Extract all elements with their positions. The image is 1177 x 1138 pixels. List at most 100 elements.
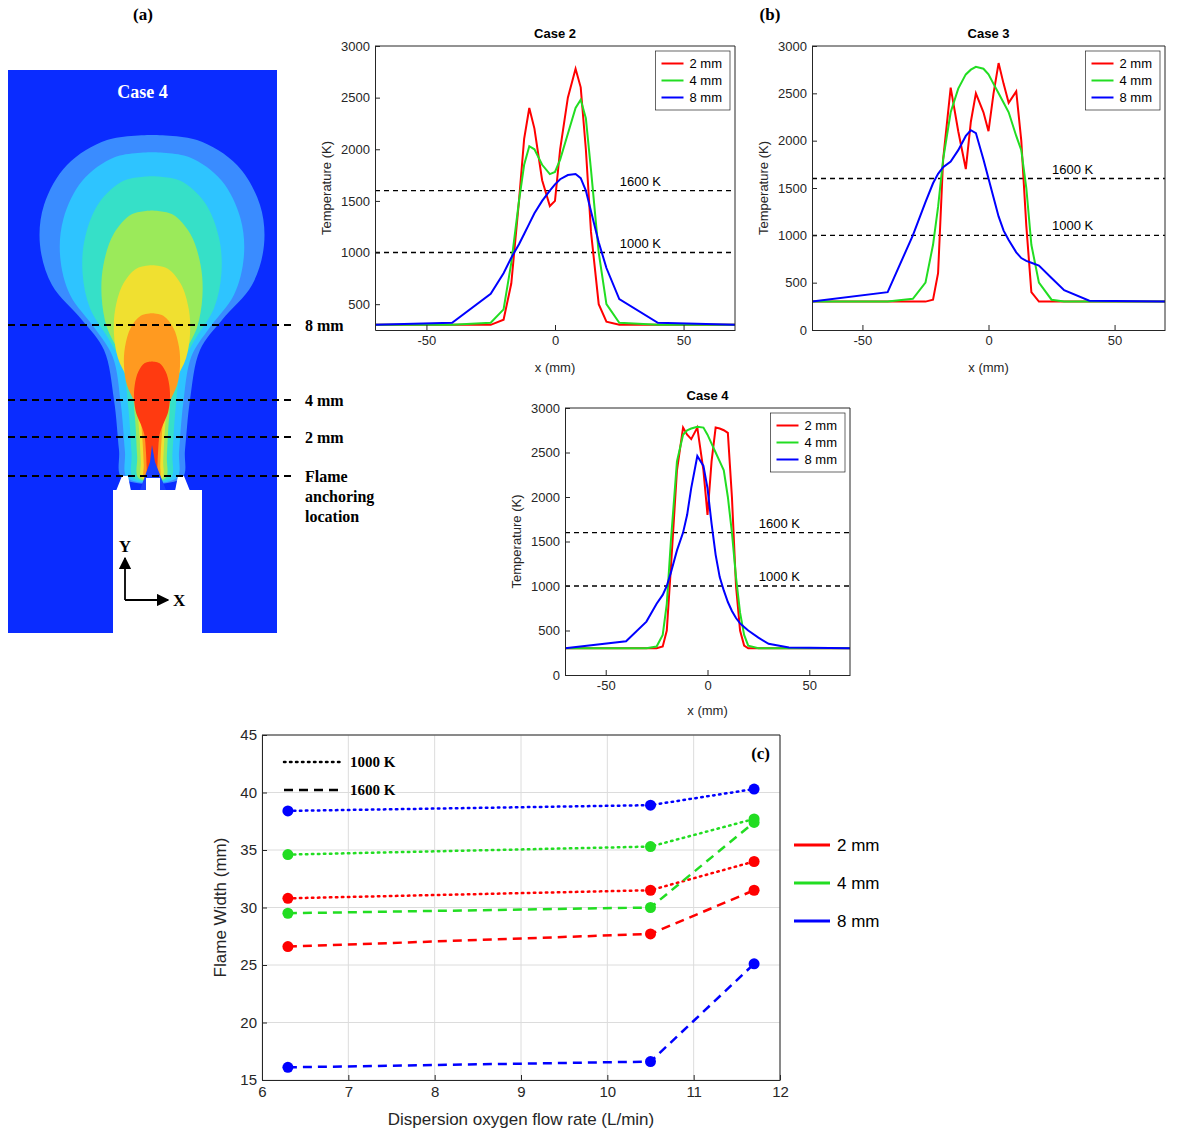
legend-label: 8 mm	[837, 912, 880, 931]
tick-mark	[555, 325, 556, 330]
x-axis-title: x (mm)	[535, 360, 575, 375]
reference-line	[812, 235, 1165, 236]
legend-box	[1086, 51, 1161, 110]
tick-label: 7	[345, 1083, 353, 1100]
cut-line	[8, 436, 295, 438]
tick: 500	[348, 297, 380, 312]
burner-post	[146, 478, 160, 492]
y-axis-title: Temperature (K)	[756, 141, 771, 235]
series-line	[565, 428, 850, 649]
reference-line	[565, 585, 850, 586]
cut-line	[8, 399, 295, 401]
tick: 0	[985, 325, 992, 348]
y-axis: 500 1000 1500 2000 2500 3000	[341, 39, 380, 331]
legend: 2 mm4 mm8 mm	[1086, 51, 1161, 110]
tick-mark	[435, 1075, 436, 1080]
legend-box	[656, 51, 731, 110]
frame	[565, 408, 850, 409]
legend-box	[771, 413, 846, 472]
tick-mark	[989, 325, 990, 330]
series-line	[812, 130, 1165, 301]
tick-label: 1500	[531, 534, 560, 549]
tick-label: 3000	[341, 39, 370, 54]
axis-line	[813, 330, 1166, 331]
tick: 500	[785, 275, 817, 290]
tick: 50	[803, 670, 817, 693]
tick: 1000	[341, 245, 380, 260]
tick-label: 11	[686, 1083, 702, 1100]
data-point	[749, 885, 760, 896]
tick-mark	[262, 908, 267, 909]
tick: 7	[345, 1075, 353, 1100]
chart-title: Case 4	[687, 388, 730, 403]
tick: 40	[240, 784, 267, 801]
tick-label: 0	[552, 333, 559, 348]
tick-mark	[348, 1075, 349, 1080]
tick: 2500	[531, 445, 570, 460]
legend-label: 1600 K	[350, 782, 396, 798]
tick-label: 1500	[341, 194, 370, 209]
panel-title: Case 4	[117, 82, 168, 102]
tick: 35	[240, 841, 267, 858]
series-line	[565, 456, 850, 648]
axis-line	[376, 330, 736, 331]
legend-sample	[662, 97, 684, 99]
legend-label: 4 mm	[837, 874, 880, 893]
series-line	[288, 822, 754, 913]
tick-mark	[565, 453, 570, 454]
tick-label: 2000	[778, 133, 807, 148]
tick: 1500	[531, 534, 570, 549]
tick-mark	[262, 850, 267, 851]
tick-mark	[812, 188, 817, 189]
grid-line	[262, 792, 780, 793]
tick-mark	[262, 965, 267, 966]
tick-mark	[565, 675, 570, 676]
plot-area	[565, 408, 850, 675]
frame	[735, 46, 736, 330]
tick: 50	[1108, 325, 1122, 348]
frame	[850, 408, 851, 675]
legend-label: 8 mm	[805, 452, 838, 467]
tick-label: 2500	[341, 90, 370, 105]
tick-label: 1000	[531, 579, 560, 594]
contour-band	[60, 152, 245, 483]
tick: 15	[240, 1071, 267, 1088]
y-axis: 050010001500200025003000	[778, 39, 817, 338]
tick: 0	[704, 670, 711, 693]
tick-label: 8	[431, 1083, 439, 1100]
contour-band	[40, 135, 265, 484]
tick: 2000	[341, 142, 380, 157]
reference-label: 1000 K	[1052, 218, 1094, 233]
tick-label: 2500	[531, 445, 560, 460]
legend: 2 mm4 mm8 mm	[771, 413, 846, 472]
data-point	[282, 941, 293, 952]
legend: 2 mm4 mm8 mm	[794, 836, 880, 931]
legend-label: 2 mm	[690, 56, 723, 71]
legend-label: 1000 K	[350, 754, 396, 770]
tick: 0	[553, 668, 570, 683]
data-point	[645, 800, 656, 811]
data-point	[645, 902, 656, 913]
series-line	[288, 964, 754, 1068]
grid-line	[780, 735, 781, 1080]
tick-label: -50	[854, 333, 873, 348]
contour-band	[101, 210, 202, 481]
tick-mark	[375, 149, 380, 150]
data-point	[749, 817, 760, 828]
tick-mark	[375, 304, 380, 305]
panel-letter: (c)	[751, 744, 770, 763]
tick-label: 1000	[341, 245, 370, 260]
tick-mark	[565, 631, 570, 632]
tick: 8	[431, 1075, 439, 1100]
tick-label: 12	[772, 1083, 789, 1100]
tick: 0	[552, 325, 559, 348]
tick-label: 2000	[341, 142, 370, 157]
reference-label: 1600 K	[759, 516, 801, 531]
legend-sample	[777, 442, 799, 444]
tick-label: 30	[240, 899, 257, 916]
reference-label: 1000 K	[759, 569, 801, 584]
grid-line	[262, 965, 780, 966]
data-point	[282, 908, 293, 919]
reference-label: 1600 K	[1052, 162, 1094, 177]
tick: 2500	[778, 86, 817, 101]
